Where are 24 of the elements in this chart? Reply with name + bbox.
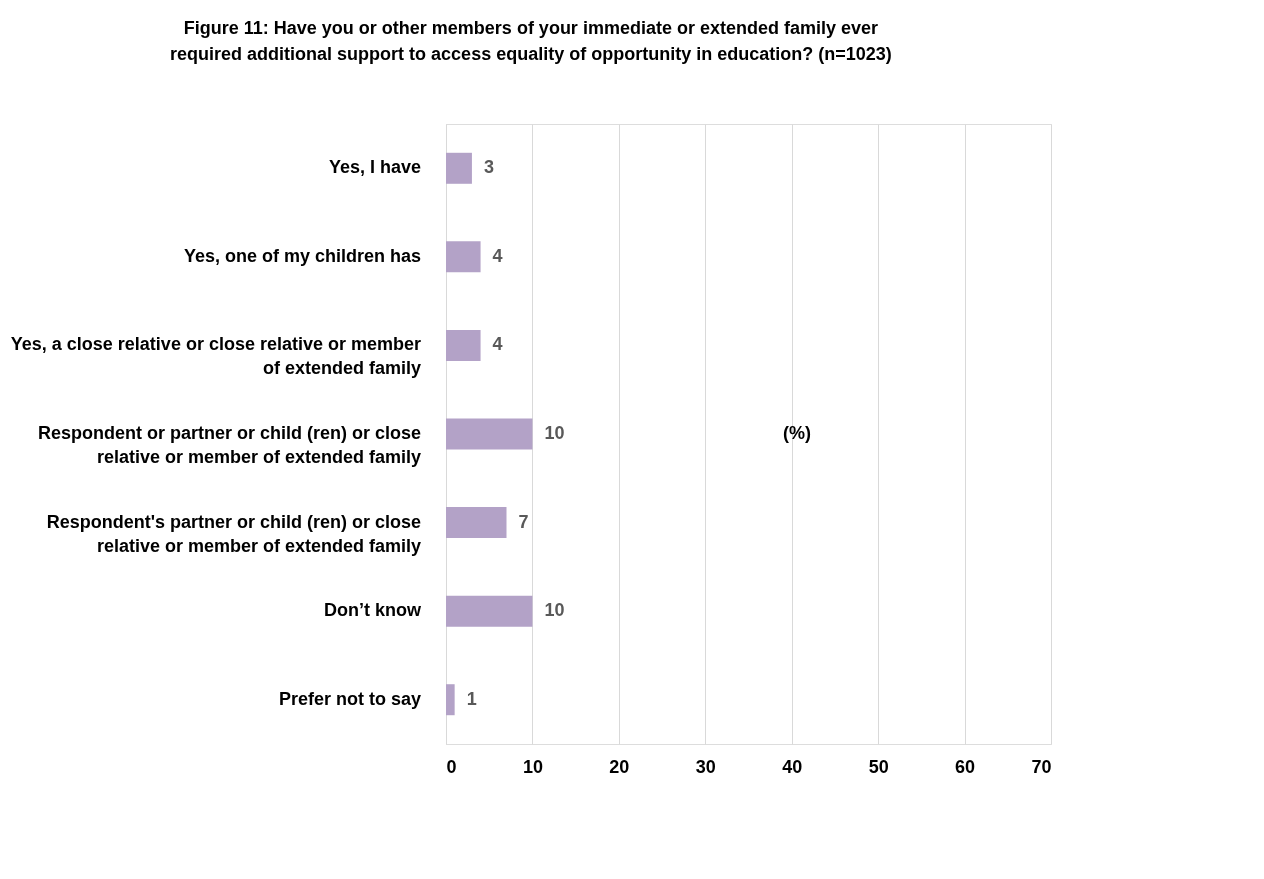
annotation: (%) <box>782 423 811 443</box>
y-tick-label: Respondent or partner or child (ren) or close relative or member of extended family <box>37 423 421 467</box>
x-tick-label: 60 <box>955 756 976 777</box>
y-tick-label: Yes, a close relative or close relative or member of extended family <box>10 334 421 379</box>
x-tick-label: 30 <box>695 756 716 777</box>
data-label: 10 <box>544 600 565 621</box>
x-tick-label: 50 <box>868 756 889 777</box>
data-label: 4 <box>492 245 503 266</box>
data-label: 7 <box>518 511 529 532</box>
x-tick-label: 70 <box>1031 756 1052 777</box>
x-tick-label: 10 <box>522 756 543 777</box>
x-tick-label: 0 <box>446 756 457 777</box>
y-tick-label: Respondent's partner or child (ren) or close relative or member of extended family <box>46 511 421 556</box>
data-label: 4 <box>492 334 503 355</box>
y-tick-label: Yes, one of my children has <box>183 245 421 266</box>
chart-title: Figure 11: Have you or other members of your immediate or extended family ever required additional support to access equality of opportunity in education? (n=1023) <box>170 18 892 64</box>
data-label: 10 <box>544 423 565 443</box>
data-label: 3 <box>483 157 494 178</box>
x-tick-label: 20 <box>609 756 630 777</box>
y-tick-label: Prefer not to say <box>278 688 421 709</box>
y-tick-label: Yes, I have <box>328 157 421 178</box>
data-label: 1 <box>466 688 477 709</box>
y-tick-label: Don’t know <box>324 600 422 621</box>
x-tick-label: 40 <box>782 756 803 777</box>
